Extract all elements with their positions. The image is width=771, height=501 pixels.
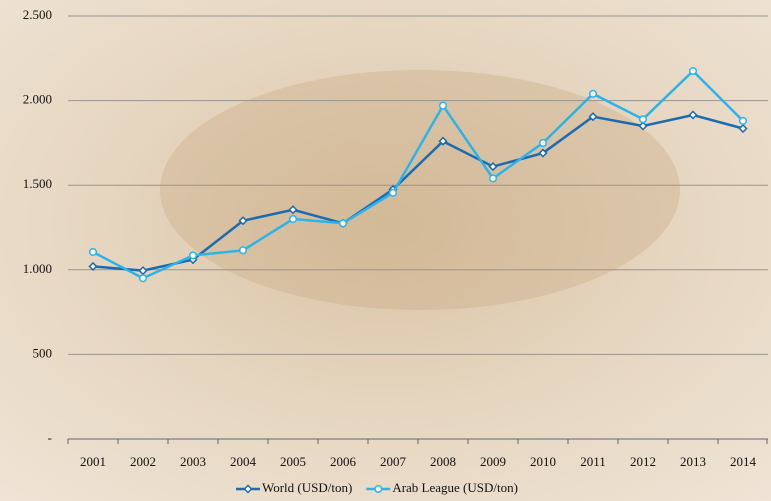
point: [490, 175, 497, 182]
point: [440, 102, 447, 109]
x-tick-label: 2006: [330, 454, 357, 469]
x-tick-label: 2005: [280, 454, 306, 469]
y-tick-label: 1.500: [23, 176, 52, 191]
point: [240, 247, 247, 254]
point: [640, 116, 647, 123]
y-tick-label: 1.000: [23, 261, 52, 276]
y-tick-label: -: [48, 430, 52, 445]
x-tick-label: 2009: [480, 454, 506, 469]
x-tick-label: 2010: [530, 454, 556, 469]
y-tick-label: 2.000: [23, 92, 52, 107]
x-tick-label: 2004: [230, 454, 257, 469]
x-tick-label: 2002: [130, 454, 156, 469]
point: [340, 220, 347, 227]
x-tick-label: 2007: [380, 454, 407, 469]
point: [590, 91, 597, 98]
point: [690, 68, 697, 75]
x-tick-label: 2012: [630, 454, 656, 469]
point: [140, 275, 147, 282]
x-tick-label: 2014: [730, 454, 757, 469]
point: [190, 252, 197, 259]
legend-label: Arab League (USD/ton): [392, 480, 518, 495]
x-tick-label: 2001: [80, 454, 106, 469]
chart: - 500 1.000 1.500 2.000 2.500 2001 2002 2003 2004…: [0, 0, 771, 501]
point: [740, 118, 747, 125]
point: [90, 249, 97, 256]
x-tick-label: 2011: [580, 454, 606, 469]
x-tick-label: 2008: [430, 454, 456, 469]
point: [540, 140, 547, 147]
legend-label: World (USD/ton): [262, 480, 352, 495]
y-tick-label: 2.500: [23, 7, 52, 22]
point: [390, 190, 397, 197]
x-tick-label: 2013: [680, 454, 706, 469]
point: [375, 486, 382, 493]
y-tick-label: 500: [33, 345, 53, 360]
x-tick-label: 2003: [180, 454, 206, 469]
background-shape: [160, 70, 680, 310]
point: [290, 216, 297, 223]
